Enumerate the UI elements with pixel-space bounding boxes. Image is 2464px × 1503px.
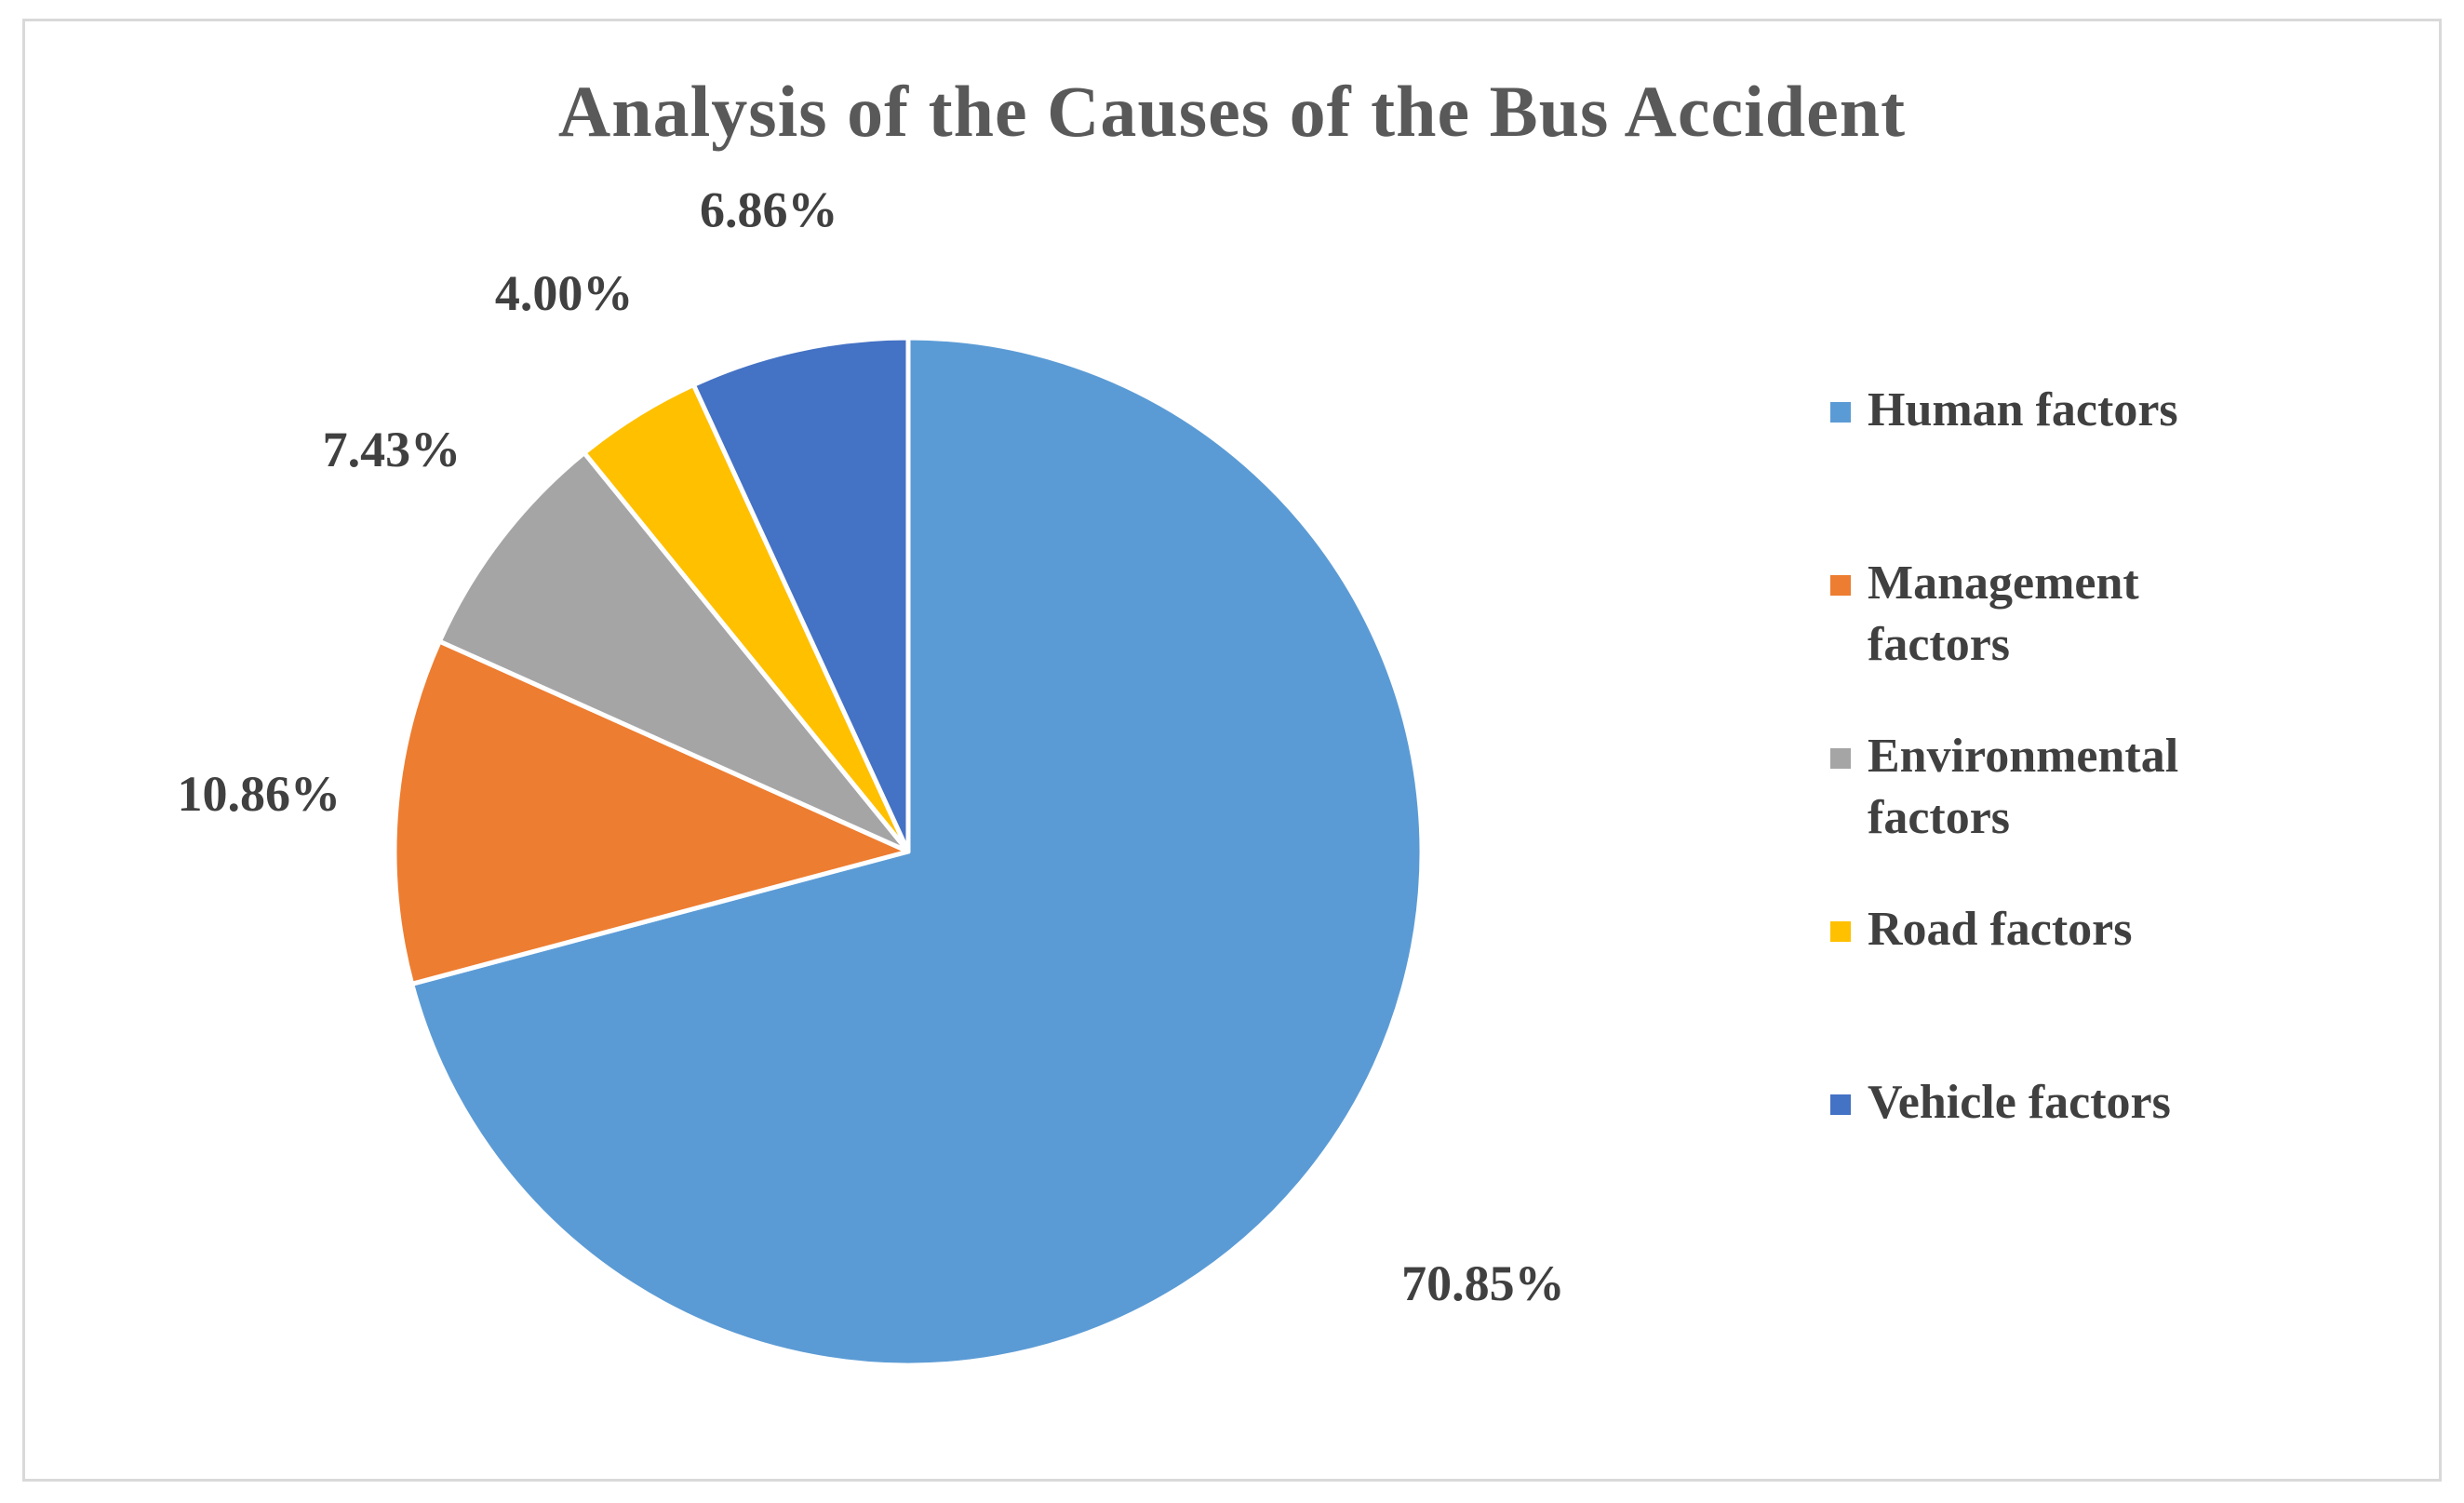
- pie-slice-environmental-factors: [436, 450, 911, 854]
- legend-label: Road factors: [1868, 903, 2133, 956]
- legend-item-vehicle-factors: Vehicle factors: [1830, 1072, 2407, 1134]
- pie-chart: 70.85% 10.86% 7.43% 4.00% 6.86%: [178, 182, 1565, 1368]
- legend-item-road-factors: Road factors: [1830, 899, 2407, 960]
- legend-label: Vehicle factors: [1868, 1076, 2171, 1129]
- legend-swatch: [1830, 575, 1851, 596]
- legend-swatch: [1830, 402, 1851, 423]
- data-label: 70.85%: [1401, 1255, 1565, 1311]
- data-label: 10.86%: [178, 766, 341, 822]
- pie-slice-vehicle-factors: [690, 335, 911, 854]
- chart-frame: Analysis of the Causes of the Bus Accide…: [22, 19, 2442, 1482]
- legend-swatch: [1830, 748, 1851, 769]
- pie-slice-human-factors: [409, 335, 1425, 1368]
- legend-item-environmental-factors: Environmental factors: [1830, 726, 2407, 849]
- legend-item-human-factors: Human factors: [1830, 380, 2407, 441]
- legend-swatch: [1830, 921, 1851, 942]
- legend-label: Human factors: [1868, 383, 2178, 436]
- data-label: 4.00%: [495, 265, 634, 321]
- chart-title: Analysis of the Causes of the Bus Accide…: [557, 71, 1907, 152]
- legend-label: Environmental factors: [1868, 730, 2179, 844]
- legend-label: Management factors: [1868, 557, 2139, 671]
- legend-swatch: [1830, 1094, 1851, 1115]
- legend-item-management-factors: Management factors: [1830, 553, 2407, 676]
- pie-slice-management-factors: [392, 638, 911, 986]
- data-label: 6.86%: [700, 182, 838, 238]
- data-label: 7.43%: [323, 422, 462, 477]
